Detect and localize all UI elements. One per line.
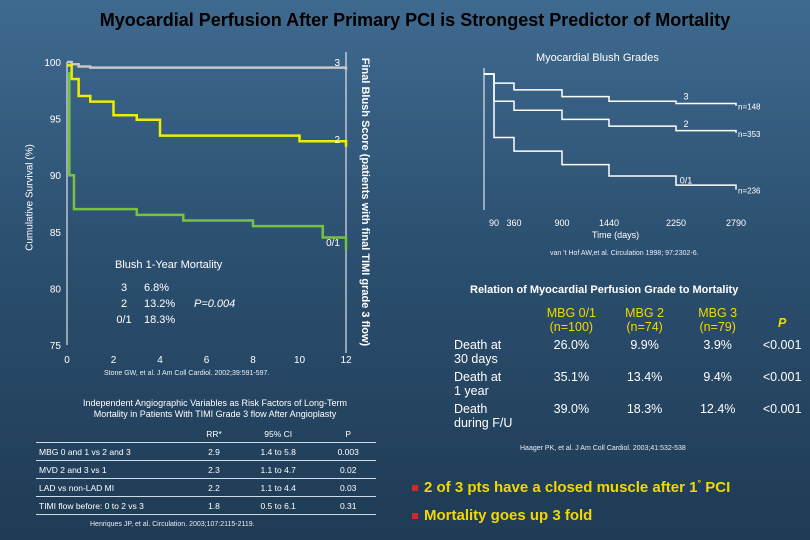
- curve-grade-label: 2: [683, 119, 688, 129]
- table-row: Death at 1 year 35.1% 13.4% 9.4% <0.001: [454, 370, 802, 398]
- x-tick-label: 8: [250, 355, 256, 366]
- right-axis-label: Final Blush Score (patients with final T…: [359, 57, 371, 347]
- x-tick-label: 4: [157, 355, 163, 366]
- mbg-mortality-table: MBG 0/1 (n=100) MBG 2 (n=74) MBG 3 (n=79) P…: [450, 306, 810, 430]
- bullet-closed-muscle: 2 of 3 pts have a closed muscle after 1°…: [412, 478, 730, 496]
- curve-n-label: n=236: [738, 187, 761, 196]
- survival-curve-3: [484, 73, 737, 106]
- y-tick-label: 85: [50, 228, 62, 239]
- curve-grade-label: 0/1: [680, 176, 693, 186]
- curve-grade-label: 3: [683, 92, 688, 102]
- left-chart-citation: Stone GW, et al. J Am Coll Cardiol. 2002…: [104, 370, 270, 377]
- y-tick-label: 90: [50, 171, 62, 182]
- x-tick-label: 2: [111, 355, 117, 366]
- x-tick-label: 1440: [599, 218, 619, 228]
- left-chart: 100 95 90 85 80 75 0 2 4 6 8 10 12 3 2 0/1: [0, 40, 380, 380]
- table-header-row: RR* 95% CI P: [36, 425, 376, 443]
- bullet-mortality: Mortality goes up 3 fold: [412, 507, 592, 524]
- x-tick-label: 0: [64, 355, 70, 366]
- inset-row: 2 13.2% P=0.004: [120, 298, 236, 310]
- table-row: Death at 30 days 26.0% 9.9% 3.9% <0.001: [454, 338, 802, 366]
- y-tick-label: 80: [50, 284, 62, 295]
- bullet-marker-icon: [412, 485, 418, 492]
- inset-row: 0/1 18.3%: [116, 314, 176, 326]
- survival-curve-2: [67, 64, 348, 147]
- slide-title: Myocardial Perfusion After Primary PCI i…: [99, 10, 731, 30]
- survival-curve-0-1: [67, 72, 348, 250]
- survival-curve-3: [67, 60, 348, 70]
- right-chart-citation: van 't Hof AW,et al. Circulation 1998; 9…: [550, 250, 699, 257]
- left-km-chart: 100 95 90 85 80 750 2 4 6 8 10 12 3 2 0/1: [44, 52, 352, 366]
- risk-factor-table: RR* 95% CI P MBG 0 and 1 vs 2 and 3 2.9 1.…: [36, 425, 376, 515]
- x-tick-label: 2250: [666, 218, 686, 228]
- x-tick-label: 6: [204, 355, 210, 366]
- x-tick-label: 12: [340, 355, 352, 366]
- x-tick-label: 360: [506, 218, 521, 228]
- mbg-table-title: Relation of Myocardial Perfusion Grade t…: [470, 284, 739, 296]
- mbg-table-citation: Haager PK, et al. J Am Coll Cardiol. 200…: [520, 445, 686, 452]
- curve-n-label: n=148: [738, 103, 761, 112]
- survival-curve-0-1: [484, 73, 737, 190]
- y-axis-label: Cumulative Survival (%): [24, 144, 36, 251]
- right-chart-title: Myocardial Blush Grades: [536, 52, 659, 64]
- inset-p-value: P=0.004: [194, 298, 236, 310]
- table-row: MVD 2 and 3 vs 1 2.3 1.1 to 4.7 0.02: [36, 460, 376, 479]
- right-chart-xlabel: Time (days): [592, 230, 640, 240]
- bullet-marker-icon: [412, 513, 418, 520]
- table-row: Death during F/U 39.0% 18.3% 12.4% <0.001: [454, 402, 802, 430]
- x-tick-label: 2790: [726, 218, 746, 228]
- curve-label: 0/1: [326, 238, 340, 249]
- table-row: MBG 0 and 1 vs 2 and 3 2.9 1.4 to 5.8 0.003: [36, 442, 376, 461]
- inset-row: 3 6.8%: [120, 282, 170, 294]
- curve-label: 2: [334, 135, 340, 146]
- y-tick-label: 75: [50, 341, 62, 352]
- inset-table: 3 6.8% 2 13.2% P=0.004 0/1 18.3%: [110, 280, 235, 328]
- x-tick-label: 900: [554, 218, 569, 228]
- table-row: LAD vs non-LAD MI 2.2 1.1 to 4.4 0.03: [36, 478, 376, 497]
- x-tick-label: 90: [489, 218, 499, 228]
- risk-table-citation: Henriques JP, et al. Circulation. 2003;1…: [90, 521, 255, 528]
- risk-table-title: Independent Angiographic Variables as Ri…: [83, 398, 347, 419]
- table-row: TIMI flow before: 0 to 2 vs 3 1.8 0.5 to 6…: [36, 496, 376, 515]
- curve-n-label: n=353: [738, 130, 761, 139]
- x-tick-label: 10: [294, 355, 306, 366]
- table-header-row: MBG 0/1 (n=100) MBG 2 (n=74) MBG 3 (n=79) P: [546, 306, 787, 334]
- inset-title: Blush 1-Year Mortality: [115, 259, 223, 271]
- y-tick-label: 100: [44, 58, 61, 69]
- curve-label: 3: [334, 58, 340, 69]
- y-tick-label: 95: [50, 115, 62, 126]
- right-survival-chart: 90 360 900 1440 2250 2790 3 n=148 2 n=353 0/1 n=236: [483, 68, 761, 228]
